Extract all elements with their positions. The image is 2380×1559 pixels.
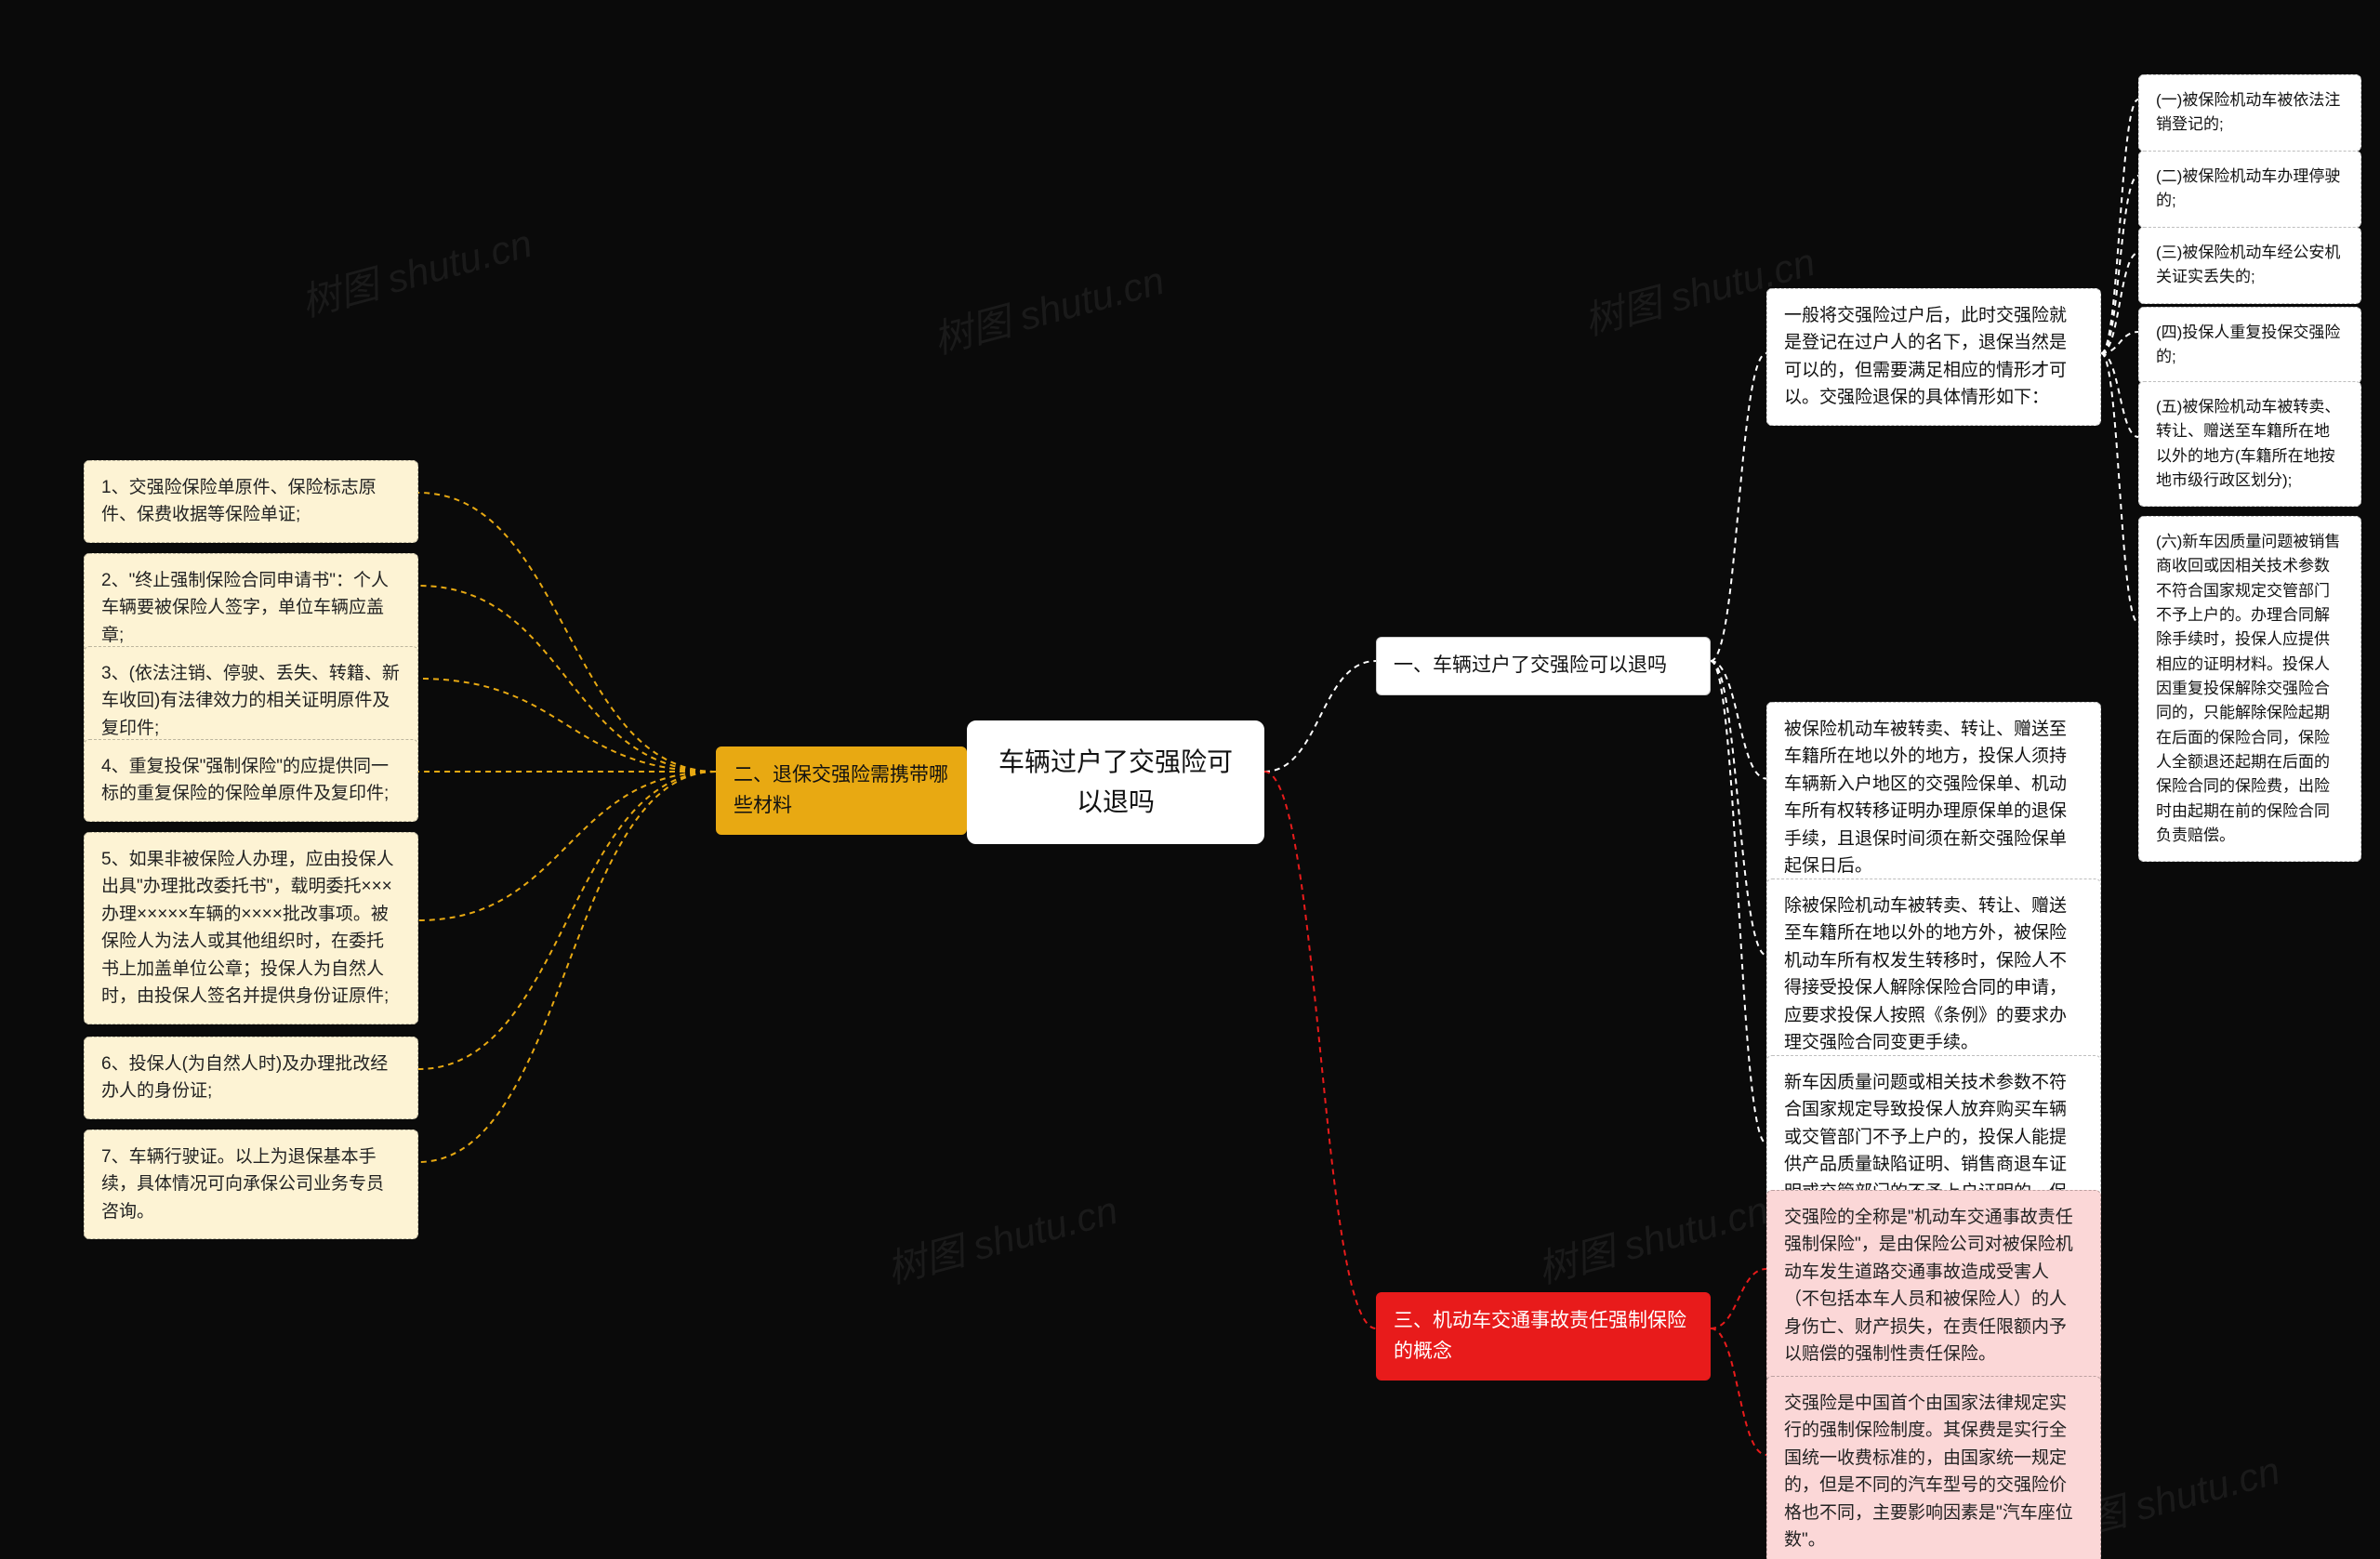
branch2-child: 5、如果非被保险人办理，应由投保人出具"办理批改委托书"，载明委托×××办理××… <box>84 832 418 1024</box>
branch2-child: 6、投保人(为自然人时)及办理批改经办人的身份证; <box>84 1037 418 1119</box>
branch3-child: 交强险是中国首个由国家法律规定实行的强制保险制度。其保费是实行全国统一收费标准的… <box>1766 1376 2101 1559</box>
branch-2-label: 二、退保交强险需携带哪些材料 <box>734 764 948 816</box>
branch2-child: 7、车辆行驶证。以上为退保基本手续，具体情况可向承保公司业务专员咨询。 <box>84 1130 418 1239</box>
branch2-child: 1、交强险保险单原件、保险标志原件、保费收据等保险单证; <box>84 460 418 543</box>
branch1-subchild: (二)被保险机动车办理停驶的; <box>2138 151 2361 228</box>
branch3-child: 交强险的全称是"机动车交通事故责任强制保险"，是由保险公司对被保险机动车发生道路… <box>1766 1190 2101 1382</box>
branch1-subchild: (五)被保险机动车被转卖、转让、赠送至车籍所在地以外的地方(车籍所在地按地市级行… <box>2138 381 2361 507</box>
branch-2: 二、退保交强险需携带哪些材料 <box>716 746 967 835</box>
branch2-child: 4、重复投保"强制保险"的应提供同一标的重复保险的保险单原件及复印件; <box>84 739 418 822</box>
branch-3: 三、机动车交通事故责任强制保险的概念 <box>1376 1292 1711 1381</box>
branch1-child: 除被保险机动车被转卖、转让、赠送至车籍所在地以外的地方外，被保险机动车所有权发生… <box>1766 879 2101 1071</box>
branch1-child: 一般将交强险过户后，此时交强险就是登记在过户人的名下，退保当然是可以的，但需要满… <box>1766 288 2101 426</box>
branch-1: 一、车辆过户了交强险可以退吗 <box>1376 637 1711 695</box>
center-text: 车辆过户了交强险可以退吗 <box>998 747 1233 816</box>
watermark: 树图 shutu.cn <box>1530 1179 1774 1295</box>
watermark: 树图 shutu.cn <box>294 212 537 328</box>
branch1-subchild: (三)被保险机动车经公安机关证实丢失的; <box>2138 227 2361 304</box>
watermark: 树图 shutu.cn <box>926 249 1170 365</box>
center-node: 车辆过户了交强险可以退吗 <box>967 720 1264 844</box>
branch1-child: 被保险机动车被转卖、转让、赠送至车籍所在地以外的地方，投保人须持车辆新入户地区的… <box>1766 702 2101 894</box>
branch1-subchild: (四)投保人重复投保交强险的; <box>2138 307 2361 384</box>
branch1-subchild: (一)被保险机动车被依法注销登记的; <box>2138 74 2361 152</box>
branch-1-label: 一、车辆过户了交强险可以退吗 <box>1394 654 1667 676</box>
branch-3-label: 三、机动车交通事故责任强制保险的概念 <box>1394 1310 1686 1362</box>
branch1-subchild: (六)新车因质量问题被销售商收回或因相关技术参数不符合国家规定交管部门不予上户的… <box>2138 516 2361 862</box>
watermark: 树图 shutu.cn <box>879 1179 1123 1295</box>
